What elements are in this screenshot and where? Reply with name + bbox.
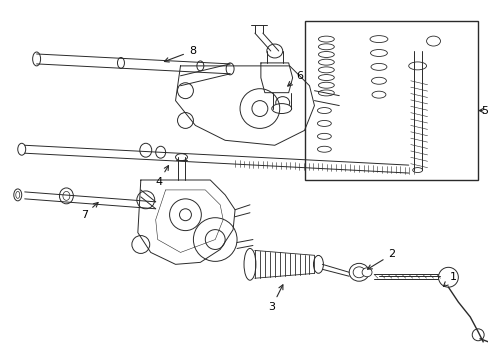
Ellipse shape [14,189,22,201]
Text: 2: 2 [368,249,395,269]
Text: 5: 5 [482,105,489,116]
Ellipse shape [59,188,74,204]
Bar [305,21,478,180]
Ellipse shape [18,143,25,155]
Text: 1: 1 [443,272,457,287]
Ellipse shape [410,163,417,175]
Ellipse shape [140,143,152,157]
Ellipse shape [314,255,323,273]
Ellipse shape [175,154,188,161]
Text: 4: 4 [155,166,169,187]
Text: 7: 7 [81,203,98,220]
Ellipse shape [16,192,20,198]
Ellipse shape [244,248,256,280]
Text: 3: 3 [269,285,283,312]
Text: 8: 8 [165,46,196,62]
Ellipse shape [349,264,369,281]
Circle shape [439,267,458,287]
Circle shape [472,329,484,341]
Ellipse shape [272,104,292,113]
Ellipse shape [267,44,283,58]
Ellipse shape [362,268,372,277]
Ellipse shape [63,192,70,201]
Ellipse shape [353,267,365,278]
Text: 6: 6 [288,71,303,86]
Ellipse shape [33,52,41,66]
Ellipse shape [276,96,290,109]
Ellipse shape [156,146,166,158]
